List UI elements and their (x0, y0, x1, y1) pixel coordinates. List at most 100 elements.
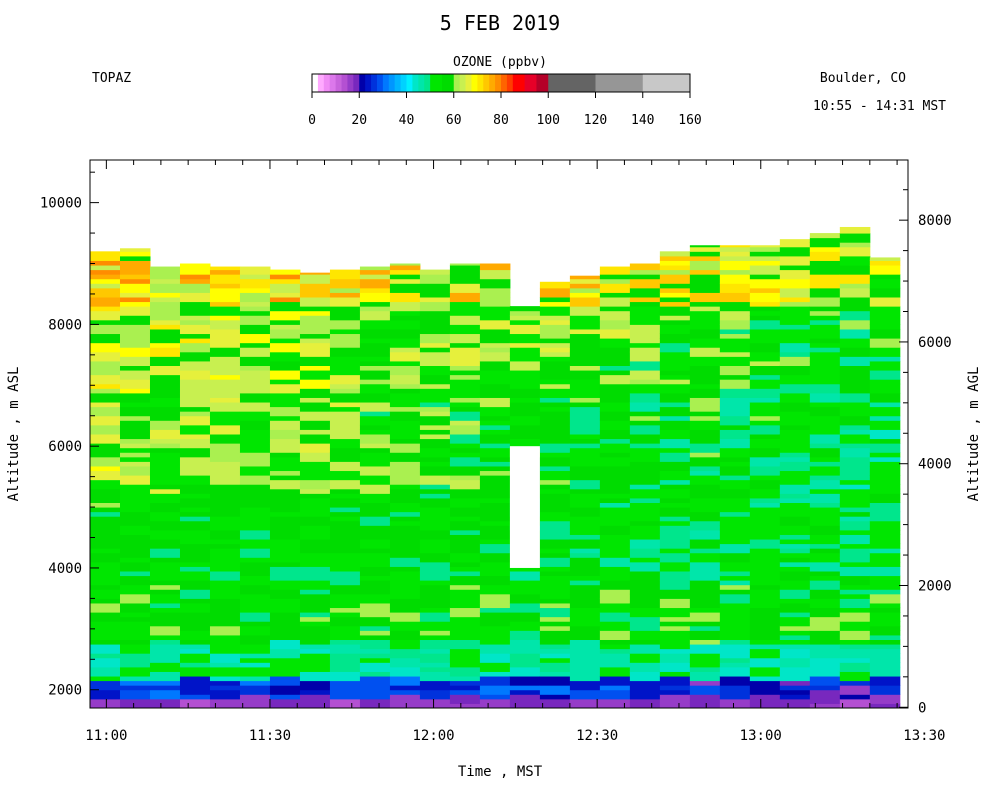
ozone-cell (329, 511, 361, 517)
ozone-cell (299, 694, 331, 704)
ozone-cell (569, 374, 601, 380)
ozone-cell (90, 507, 121, 513)
ozone-cell (299, 657, 331, 663)
ozone-cell (359, 351, 391, 357)
ozone-cell (359, 552, 391, 558)
ozone-cell (119, 571, 151, 577)
ozone-cell (689, 680, 721, 686)
ozone-cell (449, 676, 481, 682)
ozone-cell (149, 465, 181, 476)
ozone-cell (359, 539, 391, 549)
ozone-cell (90, 666, 121, 672)
ozone-cell (119, 552, 151, 558)
ozone-cell (90, 456, 121, 467)
ozone-cell (479, 370, 511, 380)
ozone-cell (449, 543, 481, 549)
ozone-cell (269, 470, 301, 476)
ozone-cell (299, 274, 331, 284)
ozone-cell (389, 571, 421, 581)
ozone-cell (539, 351, 571, 357)
ozone-cell (179, 319, 211, 325)
ozone-cell (209, 548, 241, 558)
ozone-cell (569, 676, 601, 682)
ozone-cell (449, 648, 481, 659)
ozone-cell (209, 566, 241, 572)
ozone-cell (779, 630, 811, 636)
colorbar-bin-0 (312, 74, 319, 92)
ozone-cell (779, 255, 811, 266)
ozone-cell (269, 420, 301, 430)
ozone-cell (449, 625, 481, 636)
ozone-cell (569, 488, 601, 494)
ozone-cell (839, 255, 871, 266)
ozone-cell (359, 589, 391, 595)
ozone-cell (569, 370, 601, 376)
ozone-cell (809, 360, 841, 366)
ozone-cell (239, 374, 271, 385)
ozone-cell (299, 379, 331, 389)
x-axis-label: Time , MST (458, 764, 543, 780)
ozone-cell (629, 424, 661, 435)
ozone-cell (209, 397, 241, 403)
ozone-cell (149, 685, 181, 691)
ozone-cell (239, 370, 271, 376)
ozone-cell (239, 539, 271, 549)
ozone-cell (449, 452, 481, 458)
ozone-cell (839, 507, 871, 513)
ozone-cell (329, 274, 361, 280)
ozone-cell (239, 424, 271, 430)
ozone-cell (689, 292, 721, 303)
ozone-cell (809, 571, 841, 577)
ozone-cell (90, 443, 121, 453)
ozone-cell (209, 493, 241, 503)
ozone-cell (179, 434, 211, 440)
ozone-cell (149, 420, 181, 426)
ozone-cell (149, 406, 181, 417)
ozone-cell (119, 561, 151, 567)
ozone-cell (179, 424, 211, 435)
ozone-cell (839, 561, 871, 567)
ozone-cell (149, 342, 181, 348)
ozone-cell (90, 502, 121, 508)
ozone-cell (779, 580, 811, 590)
ozone-cell (149, 292, 181, 298)
ozone-cell (479, 698, 511, 709)
ozone-cell (659, 644, 691, 650)
ozone-cell (629, 657, 661, 663)
ozone-cell (869, 534, 901, 545)
ozone-cell (90, 351, 121, 362)
ozone-cell (509, 694, 541, 704)
ozone-cell (869, 520, 901, 531)
ozone-cell (269, 461, 301, 472)
ozone-cell (749, 379, 781, 389)
ozone-cell (749, 539, 781, 549)
ozone-cell (509, 580, 541, 590)
ozone-cell (269, 539, 301, 549)
ozone-cell (749, 292, 781, 303)
ozone-cell (479, 461, 511, 467)
ozone-cell (569, 461, 601, 467)
ozone-cell (839, 566, 871, 577)
ozone-cell (779, 351, 811, 357)
ozone-cell (449, 634, 481, 640)
ozone-cell (599, 365, 631, 371)
ozone-cell (539, 342, 571, 348)
ozone-cell (839, 470, 871, 476)
ozone-cell (119, 443, 151, 449)
ozone-cell (719, 245, 751, 248)
colorbar-tick-label: 120 (584, 113, 607, 128)
ozone-cell (749, 607, 781, 618)
ozone-cell (509, 324, 541, 335)
ozone-cell (119, 543, 151, 554)
ozone-cell (629, 465, 661, 476)
ozone-cell (809, 374, 841, 385)
ozone-cell (599, 685, 631, 691)
ozone-cell (299, 612, 331, 618)
ozone-cell (689, 607, 721, 613)
y-tick-label: 4000 (48, 561, 82, 577)
ozone-cell (689, 475, 721, 485)
ozone-cell (269, 516, 301, 522)
ozone-cell (119, 347, 151, 357)
ozone-cell (149, 584, 181, 590)
ozone-cell (509, 306, 541, 312)
